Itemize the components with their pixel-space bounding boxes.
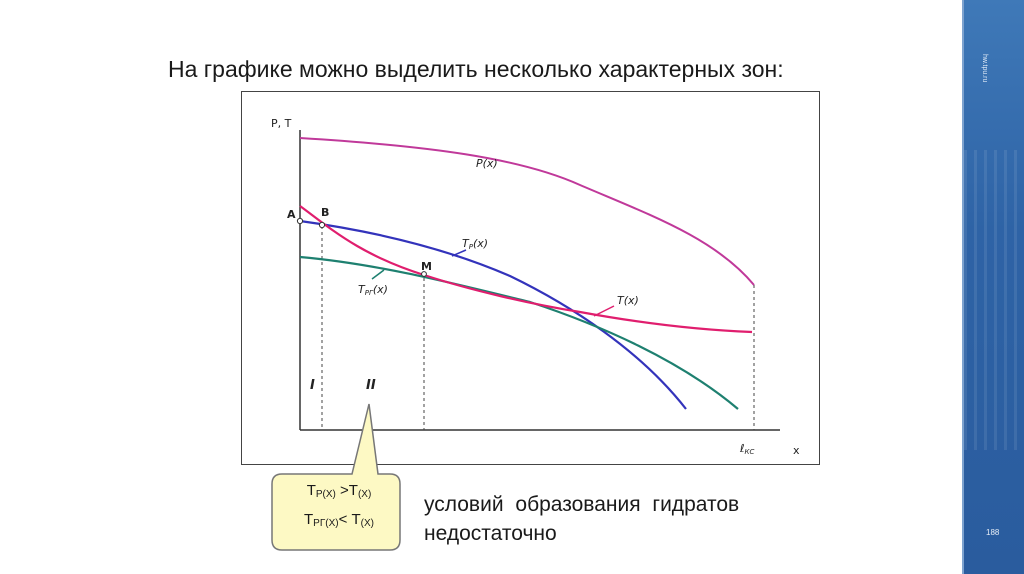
callout-line-1: TP(X) >T(X) bbox=[306, 482, 372, 500]
x-axis-label: x bbox=[793, 444, 800, 457]
building-image bbox=[964, 150, 1024, 450]
conclusion-text: условий образования гидратов недостаточн… bbox=[424, 490, 739, 548]
leader-T bbox=[593, 305, 615, 317]
point-M-marker bbox=[421, 271, 427, 277]
point-A-marker bbox=[296, 217, 304, 225]
conclusion-line-2: недостаточно bbox=[424, 522, 557, 545]
curve-T bbox=[299, 205, 753, 334]
x-end-label: ℓКС bbox=[739, 442, 755, 456]
callout-bubble bbox=[271, 403, 401, 551]
y-axis-label: P, T bbox=[271, 117, 292, 130]
callout-line-2: TPГ(X)< T(X) bbox=[303, 511, 375, 529]
page-number: 188 bbox=[986, 528, 1000, 537]
point-B-marker bbox=[318, 221, 326, 229]
callout-text: TP(X) >T(X) TPГ(X)< T(X) bbox=[278, 478, 400, 536]
zone-I-label: I bbox=[310, 378, 315, 393]
leader-Trg bbox=[371, 269, 385, 280]
leader-Tp bbox=[451, 249, 467, 257]
slide-title: На графике можно выделить несколько хара… bbox=[168, 56, 784, 82]
point-A-label: A bbox=[287, 208, 296, 221]
sidebar-decoration bbox=[964, 0, 1024, 574]
curve-P bbox=[299, 137, 755, 286]
curve-Tp-label: TP(x) bbox=[462, 237, 488, 251]
sidebar-divider bbox=[962, 0, 964, 574]
curve-Trg-label: TPГ(x) bbox=[358, 283, 388, 297]
curve-P-label: P(x) bbox=[476, 157, 498, 170]
curve-Tp bbox=[299, 219, 687, 410]
diagram-frame bbox=[241, 91, 820, 465]
site-url: hw.tpu.ru bbox=[981, 54, 988, 83]
point-M-label: M bbox=[421, 260, 432, 273]
point-B-label: B bbox=[321, 206, 329, 219]
zone-II-label: II bbox=[366, 378, 376, 393]
conclusion-line-1: условий образования гидратов bbox=[424, 493, 740, 516]
curve-T-label: T(x) bbox=[617, 294, 639, 307]
